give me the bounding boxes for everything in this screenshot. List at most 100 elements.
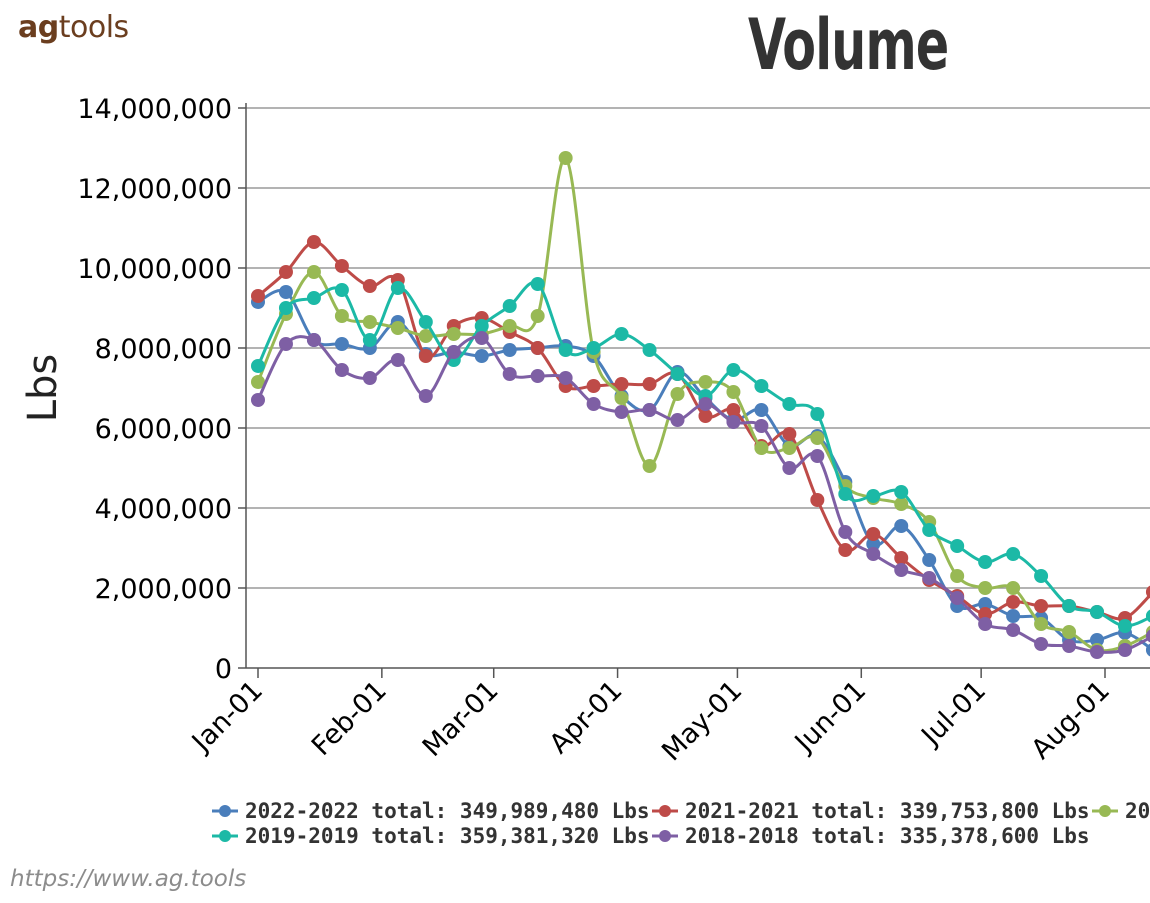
data-point[interactable] (866, 537, 881, 551)
data-point[interactable] (530, 341, 545, 355)
data-point[interactable] (922, 553, 937, 567)
data-point[interactable] (810, 407, 825, 421)
legend-item-2021-2021[interactable]: 2021-2021 total: 339,753,800 Lbs (652, 799, 1090, 823)
data-point[interactable] (810, 493, 825, 507)
data-point[interactable] (530, 277, 545, 291)
data-point[interactable] (726, 363, 741, 377)
data-point[interactable] (950, 569, 965, 583)
data-point[interactable] (1145, 629, 1150, 643)
data-point[interactable] (726, 403, 741, 417)
data-point[interactable] (306, 265, 321, 279)
data-point[interactable] (754, 419, 769, 433)
data-point[interactable] (978, 555, 993, 569)
data-point[interactable] (1006, 595, 1021, 609)
data-point[interactable] (1062, 639, 1077, 653)
data-point[interactable] (390, 281, 405, 295)
data-point[interactable] (754, 379, 769, 393)
data-point[interactable] (278, 337, 293, 351)
data-point[interactable] (502, 367, 517, 381)
data-point[interactable] (642, 343, 657, 357)
data-point[interactable] (894, 497, 909, 511)
data-point[interactable] (978, 607, 993, 621)
data-point[interactable] (251, 375, 265, 389)
data-point[interactable] (278, 265, 293, 279)
data-point[interactable] (418, 349, 433, 363)
data-point[interactable] (474, 331, 489, 345)
data-point[interactable] (558, 151, 573, 165)
data-point[interactable] (334, 259, 349, 273)
data-point[interactable] (306, 235, 321, 249)
data-point[interactable] (558, 371, 573, 385)
legend-item-2022-2022[interactable]: 2022-2022 total: 349,989,480 Lbs (212, 799, 650, 823)
data-point[interactable] (362, 315, 377, 329)
data-point[interactable] (1062, 625, 1077, 639)
data-point[interactable] (1062, 599, 1077, 613)
data-point[interactable] (866, 547, 881, 561)
data-point[interactable] (642, 377, 657, 391)
data-point[interactable] (474, 319, 489, 333)
data-point[interactable] (334, 309, 349, 323)
data-point[interactable] (782, 461, 797, 475)
data-point[interactable] (1145, 643, 1150, 657)
legend[interactable]: 2022-2022 total: 349,989,480 Lbs 2021-202… (212, 799, 1150, 848)
data-point[interactable] (390, 321, 405, 335)
data-point[interactable] (894, 551, 909, 565)
data-point[interactable] (530, 309, 545, 323)
data-point[interactable] (1090, 645, 1105, 659)
data-point[interactable] (670, 413, 685, 427)
data-point[interactable] (782, 441, 797, 455)
data-point[interactable] (950, 539, 965, 553)
data-point[interactable] (1006, 609, 1021, 623)
data-point[interactable] (950, 591, 965, 605)
legend-item-2019-2019[interactable]: 2019-2019 total: 359,381,320 Lbs (212, 824, 650, 848)
data-point[interactable] (698, 409, 713, 423)
data-point[interactable] (698, 375, 713, 389)
data-point[interactable] (502, 319, 517, 333)
data-point[interactable] (838, 525, 853, 539)
data-point[interactable] (530, 369, 545, 383)
data-point[interactable] (1034, 617, 1049, 631)
data-point[interactable] (1090, 605, 1105, 619)
data-point[interactable] (1117, 619, 1132, 633)
source-url[interactable]: https://www.ag.tools (10, 866, 247, 892)
data-point[interactable] (502, 343, 517, 357)
data-point[interactable] (838, 487, 853, 501)
data-point[interactable] (334, 283, 349, 297)
data-point[interactable] (978, 581, 993, 595)
data-point[interactable] (1034, 637, 1049, 651)
data-point[interactable] (502, 299, 517, 313)
data-point[interactable] (894, 519, 909, 533)
data-point[interactable] (614, 405, 629, 419)
data-point[interactable] (642, 403, 657, 417)
data-point[interactable] (726, 415, 741, 429)
data-point[interactable] (922, 523, 937, 537)
data-point[interactable] (810, 449, 825, 463)
data-point[interactable] (1034, 569, 1049, 583)
data-point[interactable] (1090, 633, 1105, 647)
data-point[interactable] (586, 379, 601, 393)
data-point[interactable] (362, 333, 377, 347)
data-point[interactable] (586, 397, 601, 411)
data-point[interactable] (922, 571, 937, 585)
data-point[interactable] (978, 597, 993, 611)
data-point[interactable] (278, 285, 293, 299)
data-point[interactable] (306, 291, 321, 305)
data-point[interactable] (558, 343, 573, 357)
data-point[interactable] (726, 385, 741, 399)
data-point[interactable] (810, 431, 825, 445)
data-point[interactable] (418, 389, 433, 403)
data-point[interactable] (614, 377, 629, 391)
data-point[interactable] (1006, 581, 1021, 595)
data-point[interactable] (1117, 643, 1132, 657)
data-point[interactable] (251, 289, 265, 303)
data-point[interactable] (418, 315, 433, 329)
data-point[interactable] (1034, 599, 1049, 613)
data-point[interactable] (838, 543, 853, 557)
data-point[interactable] (1006, 623, 1021, 637)
data-point[interactable] (614, 327, 629, 341)
legend-item-2018-2018[interactable]: 2018-2018 total: 335,378,600 Lbs (652, 824, 1090, 848)
data-point[interactable] (782, 427, 797, 441)
data-point[interactable] (446, 327, 461, 341)
data-point[interactable] (866, 527, 881, 541)
